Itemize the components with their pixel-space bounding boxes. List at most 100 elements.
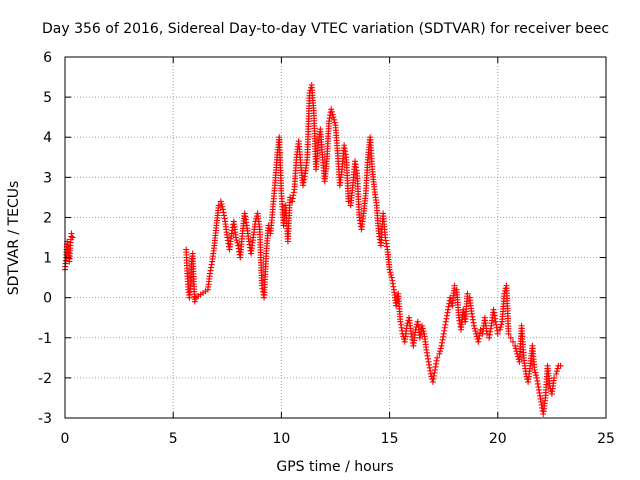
data-point: [304, 156, 311, 163]
data-point: [331, 119, 338, 126]
data-point: [388, 271, 395, 278]
data-point: [427, 367, 434, 374]
y-axis-label: SDTVAR / TECUs: [6, 181, 22, 296]
data-point: [520, 352, 527, 359]
data-point: [397, 316, 404, 323]
x-tick-label: 20: [489, 431, 507, 447]
data-point: [383, 243, 390, 250]
data-point: [509, 338, 516, 345]
grid-lines: [65, 57, 606, 418]
y-tick-label: 5: [43, 90, 52, 106]
y-tick-label: 1: [43, 251, 52, 267]
data-point: [496, 326, 503, 333]
data-point: [67, 245, 74, 252]
data-point: [362, 192, 369, 199]
data-point: [206, 273, 213, 280]
data-point: [217, 198, 224, 205]
x-tick-label: 15: [381, 431, 399, 447]
data-point: [68, 233, 75, 240]
y-tick-label: -3: [38, 411, 52, 427]
data-point: [356, 211, 363, 218]
data-point: [444, 309, 451, 316]
data-point: [271, 185, 278, 192]
data-point: [537, 395, 544, 402]
data-point: [386, 264, 393, 271]
data-point: [310, 107, 317, 114]
data-point: [423, 344, 430, 351]
data-point: [297, 159, 304, 166]
data-point: [364, 156, 371, 163]
y-tick-label: 2: [43, 210, 52, 226]
data-point: [243, 219, 250, 226]
data-point: [202, 288, 209, 295]
data-point: [464, 293, 471, 300]
data-point: [290, 189, 297, 196]
data-point: [557, 362, 564, 369]
data-point: [550, 377, 557, 384]
data-point: [494, 327, 501, 334]
chart-title: Day 356 of 2016, Sidereal Day-to-day VTE…: [42, 21, 609, 37]
data-point: [505, 328, 512, 335]
data-point: [483, 328, 490, 335]
y-tick-label: 6: [43, 50, 52, 66]
data-point: [208, 261, 215, 268]
x-tick-label: 25: [597, 431, 615, 447]
x-axis-label: GPS time / hours: [276, 459, 393, 475]
data-point: [433, 357, 440, 364]
data-point: [373, 199, 380, 206]
data-point: [419, 325, 426, 332]
data-point: [531, 364, 538, 371]
data-point: [440, 333, 447, 340]
data-point: [269, 209, 276, 216]
data-point: [314, 144, 321, 151]
y-tick-labels: -3 -2 -1 0 1 2 3 4 5 6: [38, 50, 52, 427]
data-point: [233, 237, 240, 244]
data-point: [487, 325, 494, 332]
data-point: [473, 330, 480, 337]
y-tick-label: 0: [43, 291, 52, 307]
data-point: [342, 151, 349, 158]
data-point: [325, 120, 332, 127]
x-tick-label: 10: [272, 431, 290, 447]
data-point: [184, 267, 191, 274]
data-point: [507, 334, 514, 341]
data-point: [470, 319, 477, 326]
data-point: [210, 245, 217, 252]
data-point: [301, 173, 308, 180]
data-point: [526, 365, 533, 372]
data-point: [221, 215, 228, 222]
data-point: [334, 147, 341, 154]
data-point: [62, 257, 69, 264]
data-point: [471, 325, 478, 332]
data-point: [319, 151, 326, 158]
data-point: [497, 324, 504, 331]
data-point: [492, 315, 499, 322]
data-point: [239, 233, 246, 240]
data-point: [263, 253, 270, 260]
data-point: [191, 296, 198, 303]
data-point: [232, 231, 239, 238]
data-point: [353, 167, 360, 174]
data-points: [62, 82, 564, 417]
data-point: [535, 383, 542, 390]
data-point: [512, 342, 519, 349]
y-tick-label: 3: [43, 170, 52, 186]
data-point: [390, 283, 397, 290]
data-point: [218, 201, 225, 208]
data-point: [329, 111, 336, 118]
data-point: [468, 308, 475, 315]
data-point: [387, 269, 394, 276]
data-point: [213, 224, 220, 231]
data-point: [553, 370, 560, 377]
data-point: [369, 163, 376, 170]
data-point: [330, 114, 337, 121]
data-point: [553, 368, 560, 375]
data-point: [476, 329, 483, 336]
data-point: [554, 365, 561, 372]
data-point: [338, 168, 345, 175]
data-point: [223, 231, 230, 238]
data-point: [451, 285, 458, 292]
data-point: [234, 239, 241, 246]
